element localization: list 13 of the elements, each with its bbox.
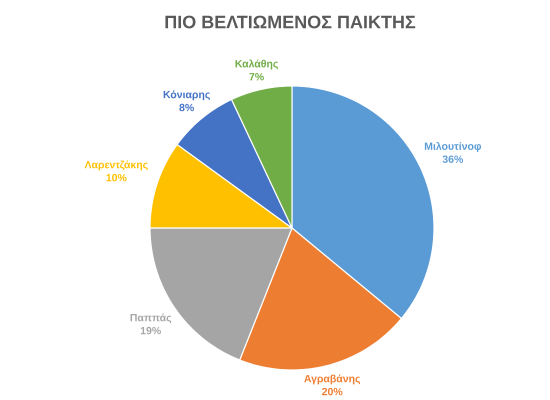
data-label: 36% [442, 155, 464, 163]
data-label: 19% [140, 326, 161, 334]
data-label: 8% [179, 104, 194, 112]
data-label: 7% [249, 73, 264, 80]
data-label: 10% [106, 174, 127, 182]
slice-label: Μιλουτίνοφ [424, 142, 482, 152]
slice-label: Καλάθης [236, 59, 278, 70]
chart-title: ΠΙΟ ΒΕΛΤΙΩΜΕΝΟΣ ΠΑΙΚΤΗΣ [165, 16, 416, 28]
slice-label: Κόνιαρης [164, 90, 210, 100]
slice-label: Παππάς [130, 314, 172, 324]
slice-label: Λαρεντζάκης [84, 160, 148, 170]
data-label: 20% [322, 388, 342, 396]
slice-label: Αγραβάνης [304, 374, 360, 384]
